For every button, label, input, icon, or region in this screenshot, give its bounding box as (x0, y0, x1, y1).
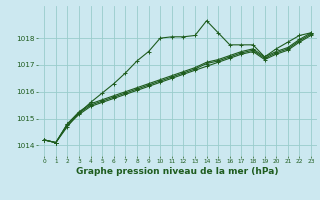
X-axis label: Graphe pression niveau de la mer (hPa): Graphe pression niveau de la mer (hPa) (76, 167, 279, 176)
